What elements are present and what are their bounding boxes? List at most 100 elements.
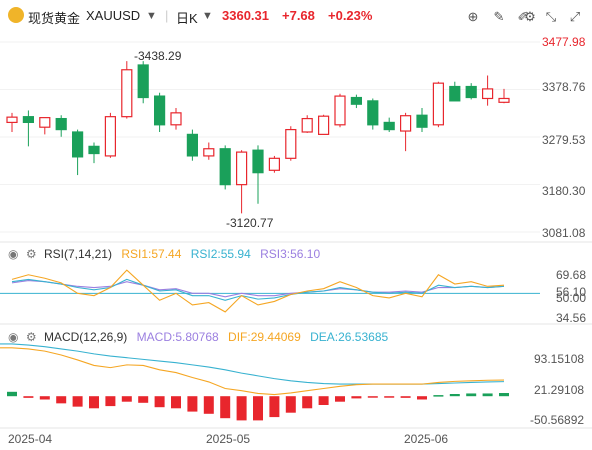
x-tick-label: 2025-06 xyxy=(404,432,449,446)
macd-bar xyxy=(417,396,427,400)
dea-value: DEA:26.53685 xyxy=(310,330,389,344)
draw-icon[interactable]: ✐ xyxy=(517,9,529,24)
rsi-tick-label: 56.10 xyxy=(556,285,587,299)
rsi-header: ◉ ⚙ RSI(7,14,21) RSI1:57.44 RSI2:55.94 R… xyxy=(8,247,320,261)
macd-bar xyxy=(56,396,67,404)
candle-body xyxy=(236,151,248,186)
low-marker: - xyxy=(226,216,230,230)
candle-body xyxy=(400,115,412,132)
candle-body xyxy=(121,69,133,118)
macd-bar xyxy=(138,396,149,403)
macd-bar xyxy=(367,396,378,398)
dea-line xyxy=(0,343,505,385)
chart-header: 现货黄金 XAUUSD ▼ | 日K ▼ 3360.31 +7.68 +0.23… xyxy=(0,0,592,32)
y-tick-label: 3378.76 xyxy=(542,80,586,94)
gold-coin-icon xyxy=(8,7,24,23)
eye-icon[interactable]: ◉ xyxy=(8,247,19,261)
price-change-pct: +0.23% xyxy=(328,8,373,23)
instrument-symbol: XAUUSD xyxy=(86,8,141,23)
macd-bar xyxy=(236,396,247,421)
macd-bar xyxy=(89,396,99,409)
candle-body xyxy=(137,64,149,99)
macd-bar xyxy=(171,396,181,409)
macd-bar xyxy=(335,396,345,402)
macd-bar xyxy=(269,396,280,418)
candle-body xyxy=(104,116,117,157)
candle-body xyxy=(350,96,362,105)
candle-body xyxy=(318,115,330,135)
settings-icon[interactable]: ⚙ xyxy=(25,247,37,261)
macd-bar xyxy=(384,396,395,398)
macd-bar xyxy=(105,396,116,407)
macd-tick-label: 21.29108 xyxy=(534,383,585,397)
macd-bar xyxy=(7,391,17,397)
rsi-tick-label: 34.56 xyxy=(556,311,587,325)
macd-tick-label: 93.15108 xyxy=(534,352,585,366)
candle-body xyxy=(285,128,297,159)
candle-body xyxy=(432,82,444,126)
macd-title: MACD(12,26,9) xyxy=(43,330,128,344)
rsi2-value: RSI2:55.94 xyxy=(190,247,251,261)
candle-body xyxy=(55,117,67,131)
candle-body xyxy=(252,149,264,174)
target-icon[interactable]: ⊕ xyxy=(467,9,479,24)
candle-body xyxy=(334,95,346,126)
candle-body xyxy=(416,114,428,128)
last-price: 3360.31 xyxy=(222,8,269,23)
macd-bar xyxy=(482,393,493,397)
macd-bar xyxy=(302,396,313,409)
candle-body xyxy=(498,97,510,103)
high-marker: - xyxy=(134,49,138,63)
macd-bar xyxy=(253,396,263,421)
rsi2-line xyxy=(11,278,505,301)
pencil-icon[interactable]: ✎ xyxy=(493,9,505,24)
high-price-label: -3438.29 xyxy=(134,49,182,63)
macd-header: ◉ ⚙ MACD(12,26,9) MACD:5.80768 DIF:29.44… xyxy=(8,330,388,344)
macd-bar xyxy=(351,396,362,399)
macd-bar xyxy=(400,396,411,398)
candle-body xyxy=(301,117,313,133)
candle-body xyxy=(482,88,494,100)
rsi-tick-label: 69.68 xyxy=(556,268,587,282)
macd-tick-label: -50.56892 xyxy=(530,413,585,427)
expand-icon[interactable]: ⤢ xyxy=(569,9,581,24)
y-tick-label: 3081.08 xyxy=(542,226,586,240)
settings-icon[interactable]: ⚙ xyxy=(25,330,37,344)
macd-bar xyxy=(449,394,460,397)
y-tick-label: 3279.53 xyxy=(542,133,586,147)
candle-body xyxy=(383,121,395,131)
candle-body xyxy=(203,148,215,157)
rsi1-value: RSI1:57.44 xyxy=(121,247,182,261)
eye-icon[interactable]: ◉ xyxy=(8,330,19,344)
candle-body xyxy=(22,116,34,124)
chevron-down-icon[interactable]: ▼ xyxy=(146,10,157,22)
rsi1-line xyxy=(11,269,505,313)
candle-body xyxy=(154,95,166,126)
rsi3-line xyxy=(11,280,505,298)
macd-bar xyxy=(39,396,50,400)
candle-body xyxy=(219,148,231,186)
macd-bar xyxy=(466,393,477,397)
settings-icon[interactable]: ⚙ xyxy=(524,9,536,24)
macd-bar xyxy=(203,396,214,414)
macd-bar xyxy=(154,396,165,408)
candle-body xyxy=(170,112,182,126)
compress-icon[interactable]: ⤡ xyxy=(545,9,557,24)
macd-bar xyxy=(121,396,132,402)
x-tick-label: 2025-05 xyxy=(206,432,251,446)
candle-body xyxy=(71,131,84,158)
candle-body xyxy=(268,157,280,171)
y-tick-label: 3180.30 xyxy=(542,184,586,198)
chevron-down-icon[interactable]: ▼ xyxy=(202,10,213,22)
rsi-tick-label: 50.00 xyxy=(556,291,587,305)
macd-bar xyxy=(23,396,34,398)
instrument-name: 现货黄金 xyxy=(28,11,81,26)
macd-bar xyxy=(285,396,296,413)
price-change: +7.68 xyxy=(282,8,315,23)
macd-bar xyxy=(187,396,198,412)
candle-body xyxy=(6,116,18,124)
period-selector[interactable]: 日K xyxy=(176,11,198,26)
divider: | xyxy=(165,8,169,23)
candle-body xyxy=(39,117,51,128)
